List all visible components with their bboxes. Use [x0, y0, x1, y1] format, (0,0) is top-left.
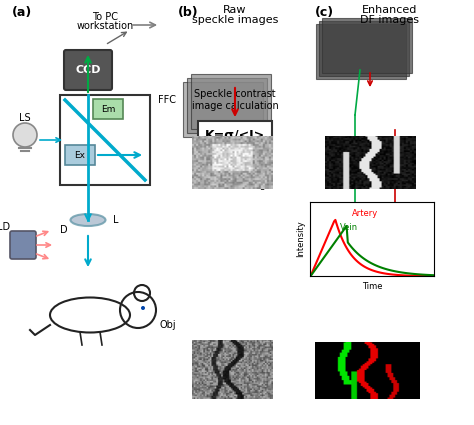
- Bar: [183, 82, 263, 137]
- Text: DF
color-coded image: DF color-coded image: [345, 239, 435, 261]
- Bar: [319, 21, 409, 76]
- Text: Ex: Ex: [74, 150, 85, 159]
- Text: L: L: [113, 215, 118, 225]
- Text: K=σ/<I>: K=σ/<I>: [205, 128, 265, 142]
- Text: LS: LS: [19, 113, 31, 123]
- Text: (c): (c): [315, 6, 334, 19]
- Bar: [65, 145, 95, 165]
- Text: Speckle
contrast image: Speckle contrast image: [198, 168, 272, 190]
- Text: Artery: Artery: [352, 209, 379, 218]
- Bar: [191, 74, 271, 129]
- Text: Speckle contrast
image calculation: Speckle contrast image calculation: [191, 89, 278, 111]
- Text: LD: LD: [0, 222, 10, 232]
- Circle shape: [13, 123, 37, 147]
- Circle shape: [141, 306, 145, 310]
- Text: Raw: Raw: [223, 5, 247, 15]
- Text: (b): (b): [178, 6, 199, 19]
- X-axis label: Time: Time: [362, 282, 383, 291]
- Text: DF images: DF images: [361, 15, 419, 25]
- Text: To PC: To PC: [92, 12, 118, 22]
- Text: Obj: Obj: [160, 320, 177, 330]
- Text: workstation: workstation: [76, 21, 134, 31]
- FancyBboxPatch shape: [198, 121, 272, 149]
- Text: (a): (a): [12, 6, 32, 19]
- Bar: [316, 24, 406, 79]
- Text: Vein: Vein: [340, 224, 358, 232]
- Text: Enhanced: Enhanced: [362, 5, 418, 15]
- Text: FFC: FFC: [158, 95, 176, 105]
- FancyBboxPatch shape: [64, 50, 112, 90]
- Text: D: D: [60, 225, 68, 235]
- Text: Em: Em: [101, 105, 115, 113]
- Ellipse shape: [71, 214, 106, 226]
- Bar: [322, 18, 412, 73]
- Text: CCD: CCD: [75, 65, 101, 75]
- Y-axis label: Intensity: Intensity: [296, 221, 305, 258]
- Bar: [187, 78, 267, 133]
- Bar: [93, 99, 123, 119]
- Text: speckle images: speckle images: [192, 15, 278, 25]
- Bar: [60, 95, 150, 185]
- FancyBboxPatch shape: [10, 231, 36, 259]
